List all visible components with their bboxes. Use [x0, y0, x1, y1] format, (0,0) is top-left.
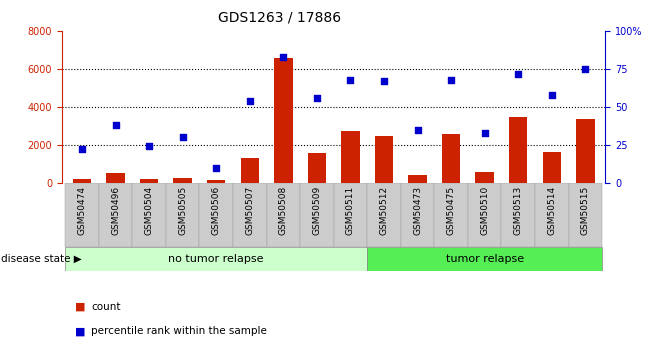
Bar — [106, 173, 125, 183]
Point — [312, 95, 322, 101]
Bar — [140, 179, 158, 183]
Bar — [199, 183, 233, 247]
Bar — [341, 131, 359, 183]
Point — [580, 66, 590, 72]
Text: count: count — [91, 302, 120, 312]
Bar — [367, 247, 602, 271]
Text: GSM50510: GSM50510 — [480, 186, 489, 235]
Bar — [375, 136, 393, 183]
Point — [278, 54, 288, 60]
Text: GSM50506: GSM50506 — [212, 186, 221, 235]
Text: tumor relapse: tumor relapse — [445, 254, 523, 264]
Point — [245, 98, 255, 104]
Point — [479, 130, 490, 136]
Text: disease state ▶: disease state ▶ — [1, 254, 81, 264]
Point — [110, 122, 120, 128]
Bar — [233, 183, 266, 247]
Text: GSM50505: GSM50505 — [178, 186, 187, 235]
Text: percentile rank within the sample: percentile rank within the sample — [91, 326, 267, 336]
Bar — [99, 183, 132, 247]
Bar — [542, 152, 561, 183]
Text: GSM50496: GSM50496 — [111, 186, 120, 235]
Point — [178, 135, 188, 140]
Bar — [308, 154, 326, 183]
Point — [379, 78, 389, 84]
Text: GSM50474: GSM50474 — [77, 186, 87, 235]
Text: GSM50513: GSM50513 — [514, 186, 523, 235]
Bar — [475, 172, 494, 183]
Point — [547, 92, 557, 98]
Text: GSM50508: GSM50508 — [279, 186, 288, 235]
Bar — [132, 183, 166, 247]
Bar — [65, 183, 99, 247]
Text: GSM50511: GSM50511 — [346, 186, 355, 235]
Bar — [468, 183, 501, 247]
Text: GDS1263 / 17886: GDS1263 / 17886 — [217, 10, 341, 24]
Bar — [401, 183, 434, 247]
Bar — [274, 58, 292, 183]
Bar — [367, 183, 401, 247]
Point — [513, 71, 523, 76]
Point — [345, 77, 355, 82]
Point — [144, 144, 154, 149]
Text: GSM50475: GSM50475 — [447, 186, 456, 235]
Bar — [568, 183, 602, 247]
Bar — [509, 117, 527, 183]
Text: ■: ■ — [75, 302, 85, 312]
Bar — [408, 175, 427, 183]
Bar — [576, 119, 594, 183]
Bar — [240, 158, 259, 183]
Text: GSM50514: GSM50514 — [547, 186, 556, 235]
Bar — [434, 183, 468, 247]
Text: GSM50512: GSM50512 — [380, 186, 389, 235]
Bar — [442, 135, 460, 183]
Bar — [173, 178, 192, 183]
Text: no tumor relapse: no tumor relapse — [169, 254, 264, 264]
Bar — [65, 247, 367, 271]
Bar — [207, 180, 225, 183]
Text: GSM50515: GSM50515 — [581, 186, 590, 235]
Text: GSM50473: GSM50473 — [413, 186, 422, 235]
Bar — [501, 183, 535, 247]
Bar — [333, 183, 367, 247]
Bar — [73, 179, 91, 183]
Point — [412, 127, 422, 132]
Text: ■: ■ — [75, 326, 85, 336]
Point — [77, 147, 87, 152]
Bar — [300, 183, 333, 247]
Point — [211, 165, 221, 170]
Text: GSM50504: GSM50504 — [145, 186, 154, 235]
Point — [446, 77, 456, 82]
Bar — [266, 183, 300, 247]
Bar — [535, 183, 568, 247]
Text: GSM50509: GSM50509 — [312, 186, 322, 235]
Text: GSM50507: GSM50507 — [245, 186, 255, 235]
Bar — [166, 183, 199, 247]
